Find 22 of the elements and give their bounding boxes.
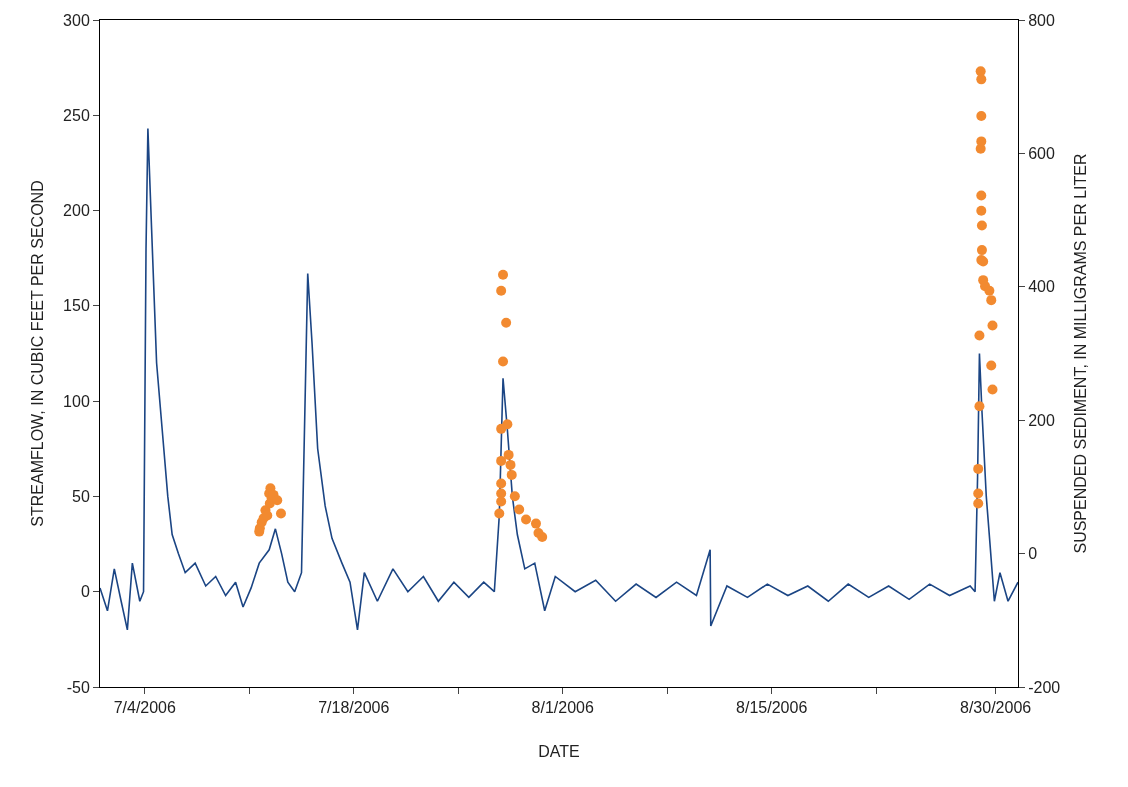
y-tick-label: 200 (63, 202, 90, 220)
x-tick-label: 7/4/2006 (113, 699, 177, 717)
x-axis-title: DATE (538, 742, 580, 760)
y2-tick-label: 200 (1028, 411, 1055, 429)
y-axis-title: STREAMFLOW, IN CUBIC FEET PER SECOND (29, 180, 46, 527)
y-tick-label: -50 (66, 678, 90, 696)
y-tick-label: 0 (80, 583, 90, 601)
y2-axis-title: SUSPENDED SEDIMENT, IN MILLIGRAMS PER LITER (1072, 153, 1090, 554)
y2-tick-label: 0 (1028, 545, 1038, 563)
y-tick-label: 50 (72, 488, 90, 506)
x-tick-label: 8/15/2006 (736, 699, 808, 717)
x-tick-label: 8/1/2006 (531, 699, 594, 717)
x-tick-label: 8/30/2006 (960, 699, 1032, 717)
y2-tick-label: 400 (1028, 278, 1055, 296)
y-tick-label: 150 (63, 297, 90, 315)
y-tick-label: 250 (63, 106, 90, 124)
y2-tick-label: 800 (1028, 11, 1055, 29)
y-tick-label: 100 (63, 392, 90, 410)
y2-tick-label: -200 (1028, 678, 1061, 696)
x-tick-label: 7/18/2006 (318, 699, 390, 717)
y2-tick-label: 600 (1028, 145, 1055, 162)
y-tick-label: 300 (63, 11, 90, 29)
